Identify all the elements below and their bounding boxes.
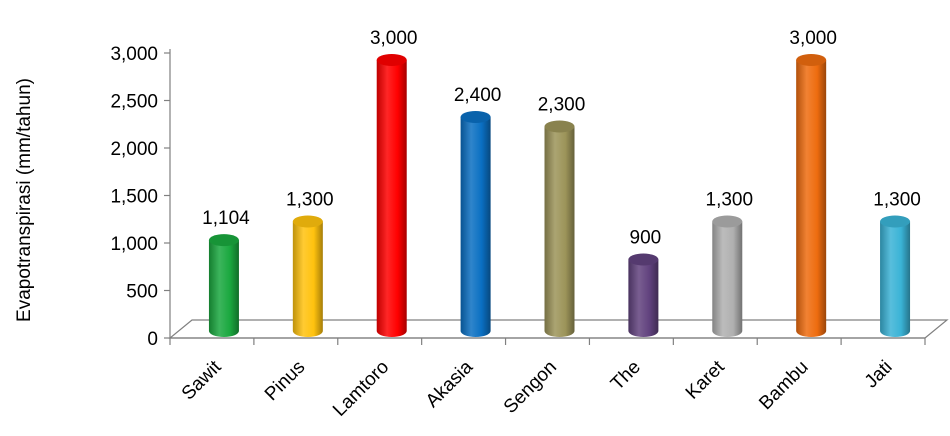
y-tick-label: 1,000 [110, 234, 158, 255]
data-label: 3,000 [370, 28, 418, 49]
y-axis: 0 500 1,000 1,500 2,000 2,500 3,000 [110, 44, 171, 350]
y-tick-label: 0 [147, 329, 158, 350]
x-tick-label: Sawit [178, 356, 226, 404]
bar-body [628, 259, 659, 337]
bar-body [376, 60, 407, 337]
bar-top [880, 215, 911, 228]
data-label: 3,000 [789, 28, 837, 49]
bar-top [460, 111, 491, 123]
data-label: 2,400 [454, 85, 502, 106]
bar-lamtoro [376, 54, 407, 337]
bar-body [796, 60, 827, 337]
x-tick-label: Akasia [422, 356, 477, 411]
bar-body [460, 117, 491, 337]
bar-top [208, 234, 239, 247]
data-label: 1,300 [286, 190, 334, 211]
y-tick-label: 1,500 [110, 187, 158, 208]
bar-top [544, 120, 575, 133]
bar-pinus [292, 215, 323, 337]
x-tick-label: Sengon [500, 357, 561, 418]
bar-top [796, 54, 827, 66]
x-tick-label: Bambu [755, 357, 812, 414]
bar-body [208, 240, 239, 337]
bar-top [712, 215, 743, 228]
y-tick-label: 3,000 [110, 44, 158, 65]
x-tick-label: The [607, 357, 645, 395]
data-label: 900 [630, 228, 662, 249]
y-axis-title: Evapotranspirasi (mm/tahun) [14, 78, 35, 322]
bars [208, 54, 911, 337]
bar-bambu [796, 54, 827, 337]
bar-sawit [208, 234, 239, 337]
bar-body [292, 221, 323, 337]
x-tick-label: Pinus [261, 357, 309, 405]
y-tick-label: 2,000 [110, 139, 158, 160]
bar-top [628, 253, 659, 266]
bar-akasia [460, 111, 491, 337]
x-tick-label: Jati [861, 357, 897, 393]
y-tick-label: 500 [126, 282, 158, 303]
bar-top [292, 215, 323, 228]
data-labels: 1,104 1,300 3,000 2,400 2,300 900 1,300 3,000 1,… [202, 28, 921, 249]
y-tick-label: 2,500 [110, 92, 158, 113]
bar-jati [880, 215, 911, 337]
bar-the [628, 253, 659, 337]
x-tick-label: Lamtoro [329, 357, 393, 421]
bar-body [544, 126, 575, 337]
data-label: 2,300 [538, 95, 586, 116]
data-label: 1,104 [202, 208, 250, 229]
x-tick-label: Karet [682, 356, 729, 403]
bar-sengon [544, 120, 575, 337]
data-label: 1,300 [873, 190, 921, 211]
bar-body [880, 221, 911, 337]
x-axis: Sawit Pinus Lamtoro Akasia Sengon The Karet Bam… [169, 337, 926, 421]
bar-body [712, 221, 743, 337]
data-label: 1,300 [706, 190, 754, 211]
bar-karet [712, 215, 743, 337]
bar-top [376, 54, 407, 66]
